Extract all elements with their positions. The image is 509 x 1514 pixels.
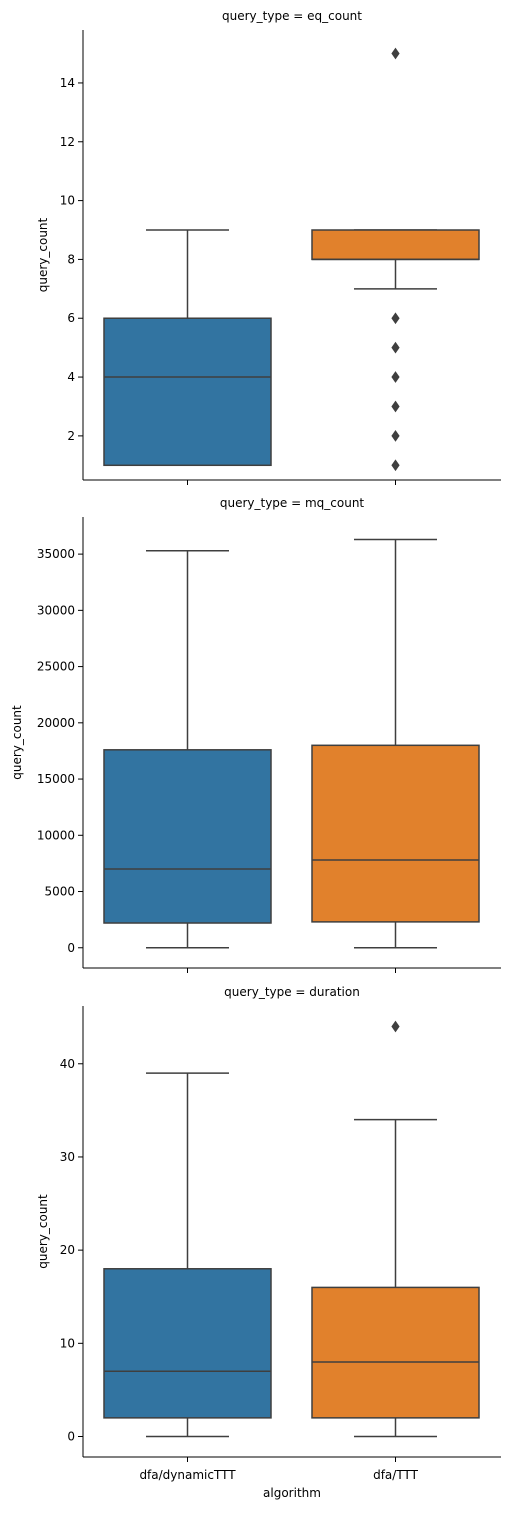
box-iqr	[311, 229, 480, 261]
box-2	[311, 47, 480, 472]
y-axis-label: query_count	[10, 705, 24, 780]
y-tick-label: 15000	[37, 772, 75, 786]
box-1	[103, 1072, 272, 1438]
box-2	[311, 538, 480, 949]
y-tick-label: 2	[67, 429, 75, 443]
outlier-point	[391, 47, 400, 60]
y-tick-label: 0	[67, 1430, 75, 1444]
box-1	[103, 229, 272, 467]
outlier-point	[391, 341, 400, 354]
outlier-point	[391, 1020, 400, 1033]
outlier-point	[391, 430, 400, 442]
facet-title: query_type = mq_count	[220, 496, 365, 510]
y-tick-label: 0	[67, 941, 75, 955]
y-tick-label: 6	[67, 311, 75, 325]
x-tick-label: dfa/dynamicTTT	[139, 1468, 236, 1482]
y-tick-label: 12	[60, 135, 75, 149]
y-tick-label: 25000	[37, 660, 75, 674]
y-tick-label: 20	[60, 1243, 75, 1257]
box-iqr	[311, 744, 480, 923]
box-iqr	[103, 749, 272, 924]
outlier-point	[391, 459, 400, 472]
y-tick-label: 14	[60, 76, 75, 90]
y-tick-label: 10	[60, 1336, 75, 1350]
outlier-point	[391, 312, 400, 325]
x-tick-label: dfa/TTT	[373, 1468, 418, 1482]
y-tick-label: 10	[60, 194, 75, 208]
facet-panel-1: query_type = eq_count 2 4 6 8 10 12 14 query_cou…	[36, 9, 501, 485]
y-tick-label: 5000	[44, 885, 75, 899]
facet-title: query_type = eq_count	[222, 9, 362, 23]
y-axis-label: query_count	[36, 217, 50, 292]
box-iqr	[103, 1268, 272, 1419]
outlier-point	[391, 400, 400, 413]
y-tick-label: 4	[67, 370, 75, 384]
y-tick-label: 30000	[37, 603, 75, 617]
y-axis-label: query_count	[36, 1194, 50, 1269]
facet-panel-2: query_type = mq_count 0 5000 10000 15000 2000…	[10, 496, 501, 973]
facet-panel-3: query_type = duration 0 10 20 30 40 dfa/dynami…	[36, 985, 501, 1500]
y-tick-label: 30	[60, 1150, 75, 1164]
box-iqr	[311, 1286, 480, 1419]
outlier-point	[391, 371, 400, 383]
y-tick-label: 10000	[37, 828, 75, 842]
facet-title: query_type = duration	[224, 985, 360, 999]
x-axis-label: algorithm	[263, 1486, 321, 1500]
y-tick-label: 40	[60, 1057, 75, 1071]
box-1	[103, 549, 272, 949]
y-tick-label: 35000	[37, 547, 75, 561]
box-2	[311, 1020, 480, 1438]
box-iqr	[103, 317, 272, 467]
y-tick-label: 8	[67, 252, 75, 266]
y-tick-label: 20000	[37, 716, 75, 730]
